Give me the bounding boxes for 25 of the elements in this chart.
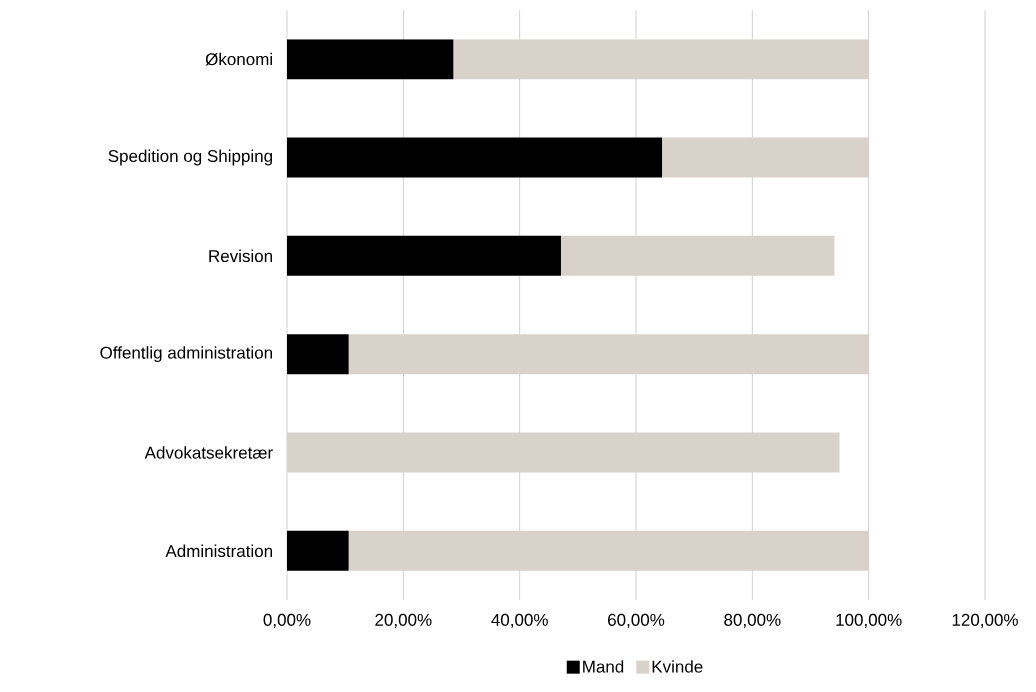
bar: [287, 334, 349, 375]
bar: [560, 235, 835, 276]
bar: [348, 530, 869, 571]
legend-label: Kvinde: [652, 660, 703, 673]
x-tick-label: 60,00%: [608, 613, 665, 628]
bar: [287, 39, 454, 80]
x-tick-label: 20,00%: [375, 613, 432, 628]
x-tick-label: 0,00%: [263, 613, 311, 628]
y-tick-label: Administration: [165, 544, 273, 558]
x-tick-label: 40,00%: [491, 613, 548, 628]
bar: [662, 137, 869, 178]
bar: [348, 334, 869, 375]
y-tick-label: Offentlig administration: [100, 346, 272, 363]
bar: [453, 39, 869, 80]
y-tick-label: Advokatsekretær: [144, 446, 273, 459]
y-tick-label: Spedition og Shipping: [108, 149, 272, 166]
y-tick-label: Økonomi: [205, 52, 272, 66]
x-tick-label: 100,00%: [836, 613, 902, 628]
legend-label: Mand: [583, 660, 624, 673]
bar: [287, 530, 349, 571]
x-tick-label: 80,00%: [724, 613, 781, 628]
bar: [287, 235, 561, 276]
y-tick-label: Revision: [209, 249, 273, 263]
bar: [287, 137, 663, 178]
x-tick-label: 120,00%: [952, 613, 1018, 628]
